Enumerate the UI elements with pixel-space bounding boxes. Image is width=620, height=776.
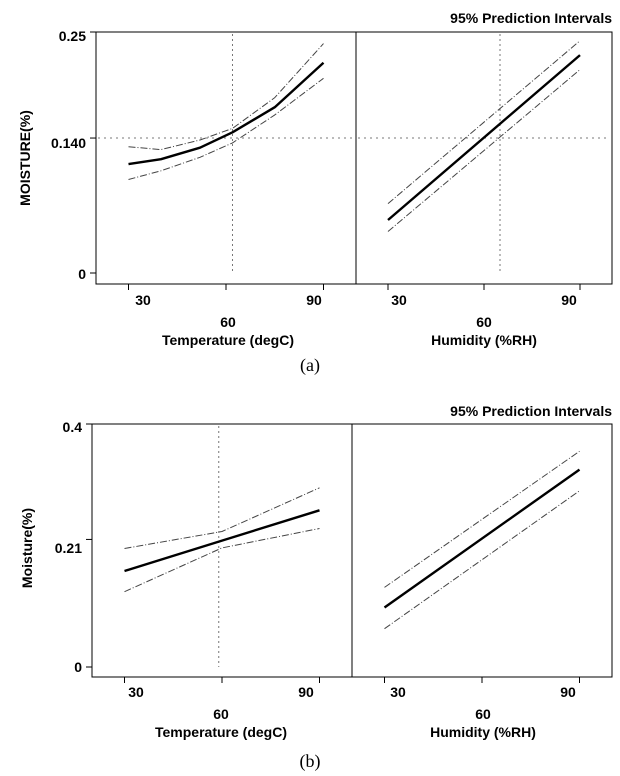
chart-b-xtick-label: 30 [128, 684, 144, 700]
chart-a-xtick-label: 30 [135, 292, 151, 308]
chart-a-panel-2-lower-line [387, 69, 581, 232]
chart-a-ytick-label: 0.140 [51, 135, 86, 151]
chart-b-ytick-label: 0.4 [63, 419, 83, 435]
chart-a: 95% Prediction Intervals MOISTURE(%) 0.2… [17, 10, 613, 376]
chart-a-panel-2-upper-line [387, 40, 581, 204]
chart-b-xtick-label: 90 [560, 684, 576, 700]
chart-b: 95% Prediction Intervals Moisture(%) 0.4… [19, 403, 613, 772]
chart-a-panel-1-fit-line [128, 61, 325, 166]
chart-b-xtick-label: 60 [475, 706, 491, 722]
chart-a-xtick-label: 90 [561, 292, 577, 308]
chart-b-ytick-label: 0.21 [55, 540, 82, 556]
chart-a-panel-2-frame [355, 31, 613, 285]
chart-b-ylabel: Moisture(%) [19, 508, 35, 588]
chart-b-panel-2-fit-line [383, 468, 581, 609]
chart-a-xtick-label: 90 [306, 292, 322, 308]
chart-a-ytick-label: 0.25 [59, 28, 86, 44]
chart-a-xtick-label: 60 [476, 314, 492, 330]
chart-b-ytick-label: 0 [74, 659, 82, 675]
chart-a-caption: (a) [300, 355, 320, 376]
chart-a-panel-1-upper-line [128, 43, 324, 151]
chart-a-xlabel: Temperature (degC) [162, 332, 294, 348]
chart-b-panel-1-lower-line [124, 528, 320, 593]
chart-b-xtick-label: 30 [390, 684, 406, 700]
chart-a-xlabel: Humidity (%RH) [431, 332, 537, 348]
chart-b-panel-2-upper-line [384, 450, 580, 588]
chart-b-panel-1-frame [91, 423, 353, 678]
chart-a-panel-2-fit-line [387, 54, 581, 221]
chart-b-xlabel: Temperature (degC) [155, 724, 287, 740]
chart-b-title: 95% Prediction Intervals [450, 403, 612, 419]
chart-b-caption: (b) [300, 751, 321, 772]
chart-b-xtick-label: 90 [298, 684, 314, 700]
chart-b-panel-1-fit-line [124, 509, 320, 573]
chart-a-xtick-label: 30 [391, 292, 407, 308]
chart-b-panel-1-upper-line [124, 487, 320, 549]
chart-a-title: 95% Prediction Intervals [450, 10, 612, 26]
chart-a-ytick-label: 0 [78, 266, 86, 282]
chart-marks [86, 31, 610, 683]
chart-b-xtick-label: 60 [213, 706, 229, 722]
chart-b-xlabel: Humidity (%RH) [430, 724, 536, 740]
chart-b-panel-2-lower-line [384, 490, 580, 630]
chart-a-xtick-label: 60 [220, 314, 236, 330]
chart-a-ylabel: MOISTURE(%) [17, 110, 33, 206]
chart-a-panel-1-lower-line [128, 77, 324, 180]
chart-b-panel-2-frame [351, 423, 613, 678]
